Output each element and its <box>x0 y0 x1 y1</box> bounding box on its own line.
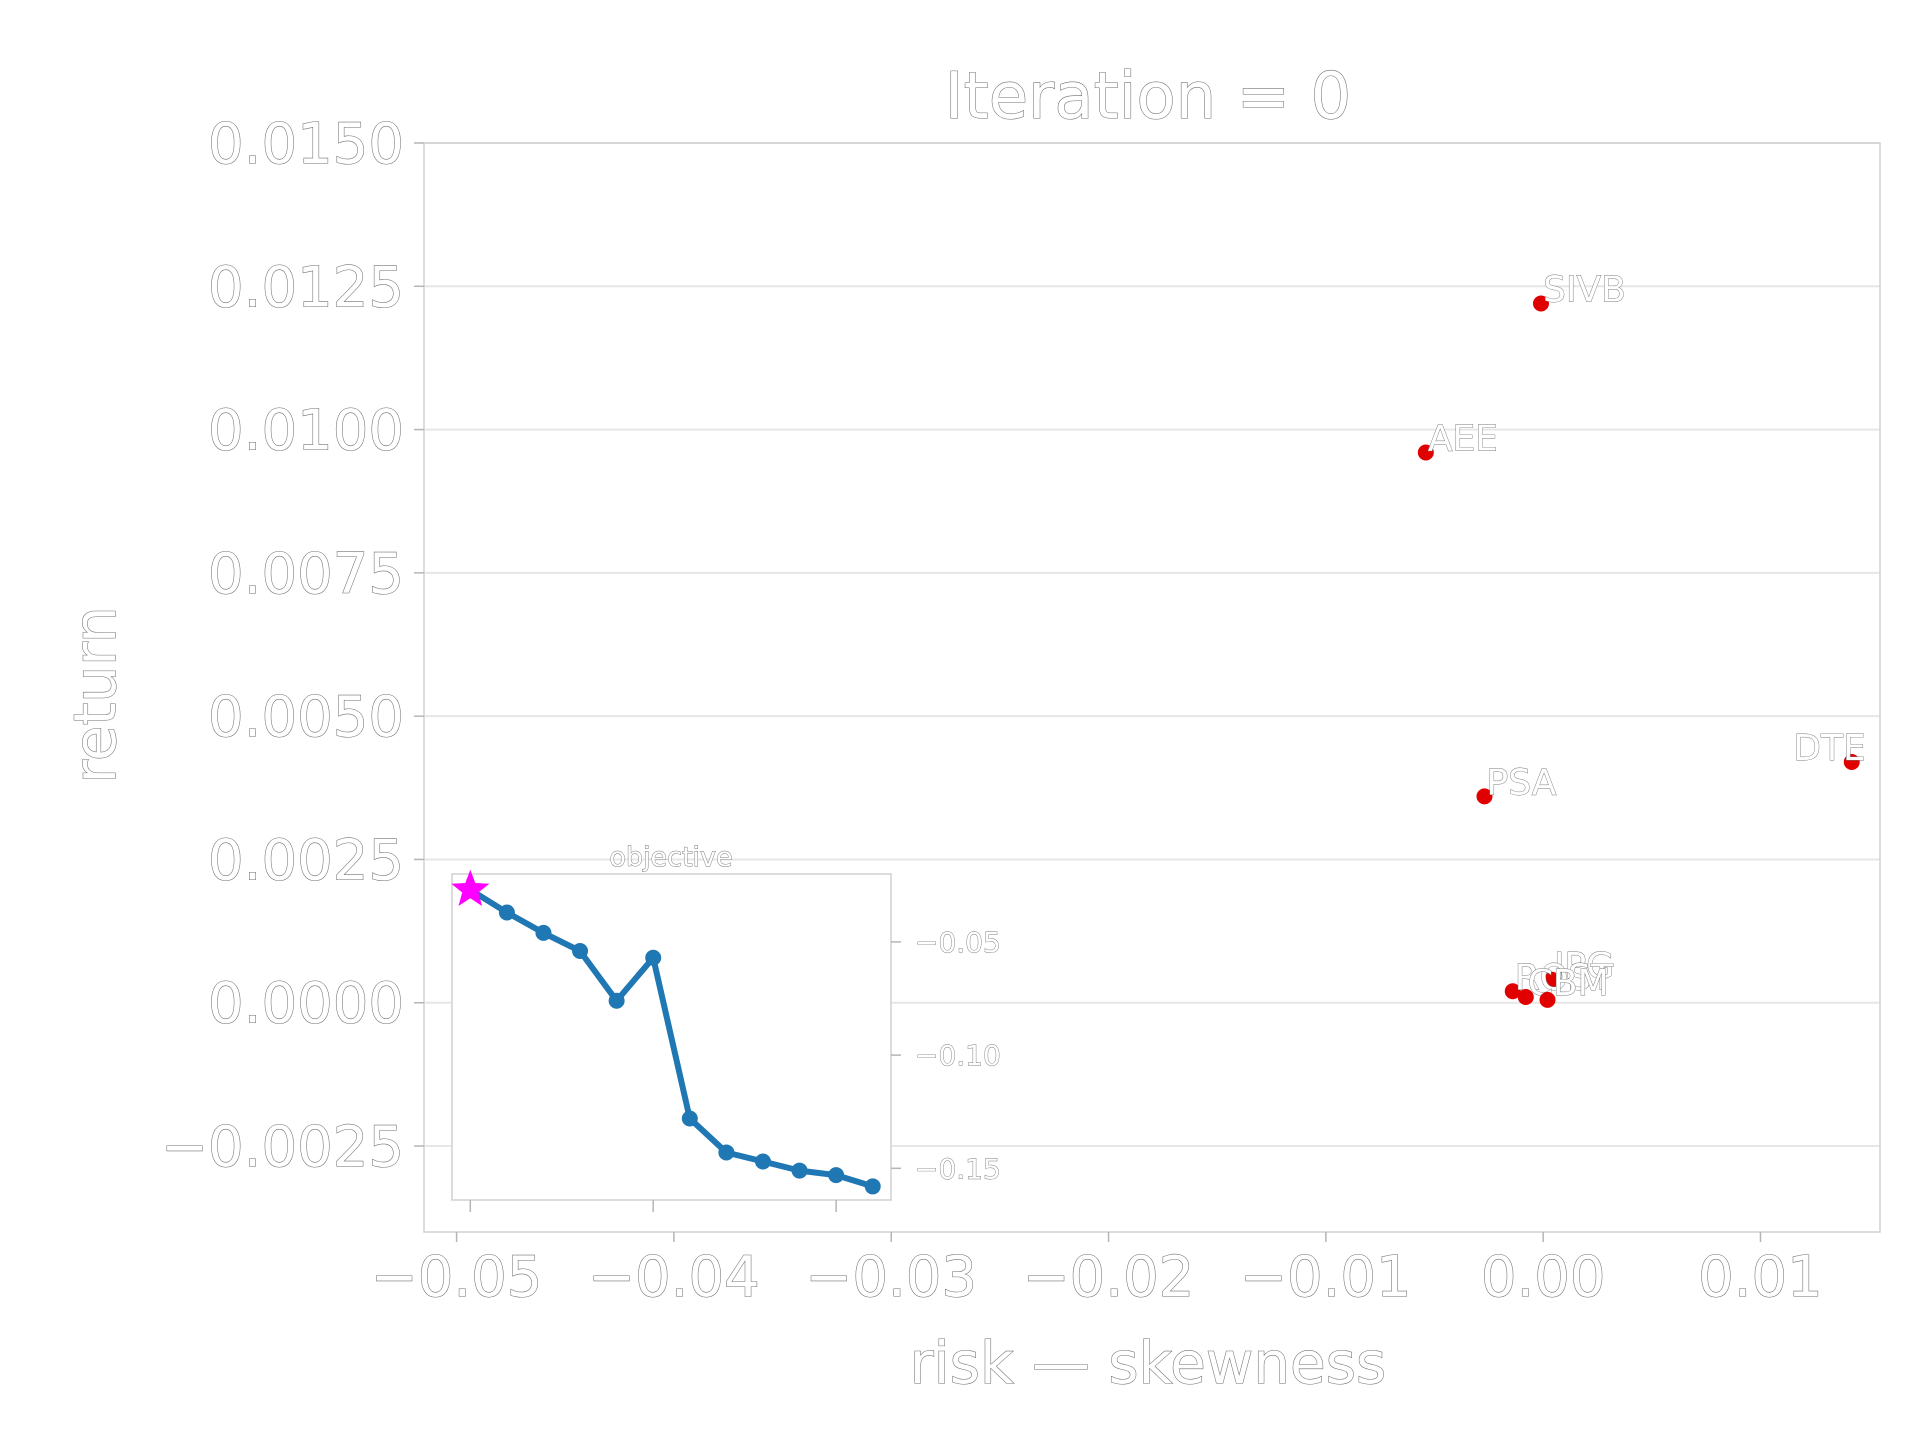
data-point <box>1476 788 1493 805</box>
data-point <box>1543 971 1560 988</box>
main-y-axis: −0.0025 0.0000 0.0025 0.0050 0.0075 0.0100 0.0… <box>161 111 424 1181</box>
point-label: AEE <box>1428 419 1498 460</box>
x-tick-label: 0.00 <box>1481 1245 1606 1310</box>
objective-point <box>572 942 589 959</box>
objective-series <box>451 869 881 1195</box>
x-tick-label: −0.03 <box>805 1245 977 1310</box>
y-tick-label: 0.0125 <box>208 255 404 320</box>
point-label: PSA <box>1486 762 1556 803</box>
point-label: SIVB <box>1543 269 1626 310</box>
y-tick-label: −0.0025 <box>161 1115 404 1180</box>
current-iteration-star-marker <box>451 869 490 906</box>
inset-y-axis: −0.05 −0.10 −0.15 <box>891 925 1001 1186</box>
y-tick-label: 0.0150 <box>208 112 404 177</box>
objective-point <box>828 1167 845 1184</box>
inset-title: objective <box>609 842 732 873</box>
chart-title: Iteration = 0 <box>945 60 1352 134</box>
objective-point <box>754 1153 771 1170</box>
objective-point <box>498 904 515 921</box>
x-tick-label: −0.04 <box>588 1245 760 1310</box>
data-point <box>1532 295 1549 312</box>
data-point <box>1539 991 1556 1008</box>
inset-x-axis <box>469 1200 837 1212</box>
main-plot-frame <box>423 142 1881 1233</box>
y-axis-label: return <box>61 606 129 783</box>
data-point <box>1417 444 1434 461</box>
objective-point <box>864 1178 881 1195</box>
objective-point <box>791 1162 808 1179</box>
point-label: IPG <box>1554 946 1614 987</box>
x-axis-label: risk — skewness <box>910 1329 1386 1397</box>
objective-point <box>608 992 625 1009</box>
x-tick-label: −0.02 <box>1023 1245 1195 1310</box>
inset-frame <box>451 873 892 1201</box>
y-tick-label: 0.0000 <box>208 972 404 1037</box>
data-point <box>1504 983 1521 1000</box>
inset-y-tick-label: −0.10 <box>915 1039 1001 1072</box>
x-tick-label: −0.05 <box>371 1245 543 1310</box>
data-point <box>1517 989 1534 1006</box>
point-label: DTE <box>1793 728 1865 769</box>
inset-y-tick-label: −0.15 <box>915 1152 1001 1185</box>
objective-point <box>681 1110 698 1127</box>
y-tick-label: 0.0075 <box>208 542 404 607</box>
objective-point <box>718 1144 735 1161</box>
data-point <box>1843 754 1860 771</box>
y-tick-label: 0.0025 <box>208 828 404 893</box>
x-tick-label: 0.01 <box>1698 1245 1823 1310</box>
x-tick-label: −0.01 <box>1240 1245 1412 1310</box>
main-x-axis: −0.05 −0.04 −0.03 −0.02 −0.01 0.00 0.01 <box>370 1232 1823 1311</box>
y-tick-label: 0.0050 <box>208 685 404 750</box>
inset-y-tick-label: −0.05 <box>915 926 1001 959</box>
y-tick-label: 0.0100 <box>208 399 404 464</box>
objective-inset: objective −0.05 −0.10 −0.15 <box>451 842 1001 1212</box>
objective-point <box>645 949 662 966</box>
objective-point <box>535 924 552 941</box>
